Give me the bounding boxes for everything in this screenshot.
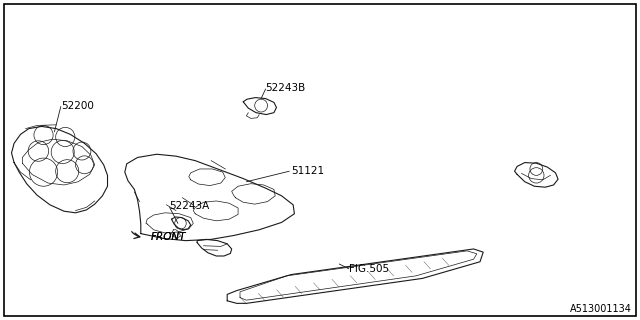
- Text: FIG.505: FIG.505: [349, 264, 389, 274]
- Text: 51121: 51121: [291, 166, 324, 176]
- Text: 52243B: 52243B: [266, 83, 306, 93]
- Text: FRONT: FRONT: [150, 232, 186, 243]
- Text: A513001134: A513001134: [570, 304, 632, 314]
- Text: FRONT: FRONT: [150, 232, 186, 243]
- Text: 52200: 52200: [61, 100, 93, 111]
- Text: 52243A: 52243A: [170, 201, 210, 212]
